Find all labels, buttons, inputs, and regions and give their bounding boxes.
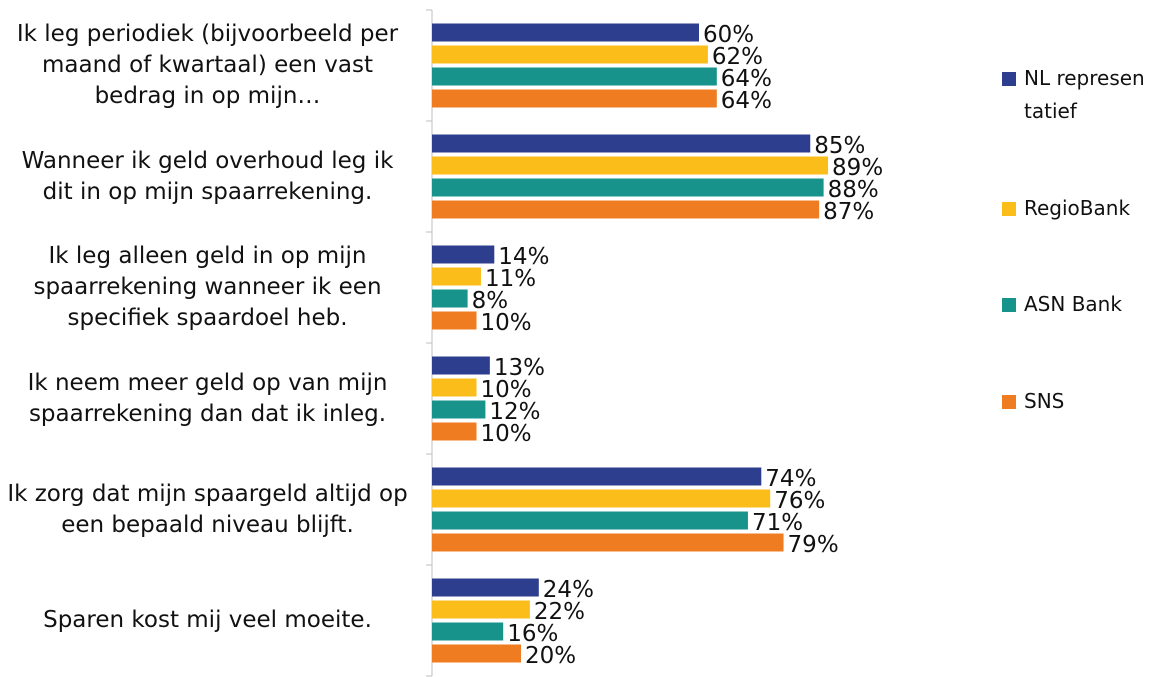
value-label: 12% xyxy=(489,399,540,425)
bar xyxy=(432,289,468,308)
bar xyxy=(432,622,504,641)
category-label: Ik neem meer geld op van mijn spaarreken… xyxy=(27,369,388,427)
bar xyxy=(432,156,829,175)
bar xyxy=(432,89,717,108)
value-label: 13% xyxy=(494,355,545,381)
category-label: Ik leg periodiek (bijvoorbeeld per maand… xyxy=(16,21,399,109)
value-label: 74% xyxy=(765,466,816,492)
value-label: 16% xyxy=(507,621,558,647)
value-label: 62% xyxy=(712,44,763,70)
value-label: 89% xyxy=(832,155,883,181)
bar xyxy=(432,134,811,153)
value-label: 60% xyxy=(703,22,754,48)
legend-item: SNS xyxy=(1002,385,1152,418)
value-label: 64% xyxy=(721,66,772,92)
bar xyxy=(432,45,708,64)
value-label: 22% xyxy=(534,599,585,625)
bar xyxy=(432,245,495,264)
value-label: 10% xyxy=(481,310,532,336)
value-label: 79% xyxy=(788,532,839,558)
category-label: Wanneer ik geld overhoud leg ik dit in o… xyxy=(21,147,394,205)
legend-swatch xyxy=(1002,298,1016,313)
bar xyxy=(432,178,824,197)
legend-swatch xyxy=(1002,201,1016,216)
bar xyxy=(432,533,784,552)
bar xyxy=(432,467,762,486)
legend-label: ASN Bank xyxy=(1024,292,1122,317)
value-label: 76% xyxy=(774,488,825,514)
bar xyxy=(432,511,748,530)
bar xyxy=(432,311,477,330)
category-label: Ik leg alleen geld in op mijn spaarreken… xyxy=(33,243,382,331)
bar xyxy=(432,644,521,663)
legend-swatch xyxy=(1002,71,1016,86)
value-label: 10% xyxy=(481,377,532,403)
bar xyxy=(432,400,486,419)
value-label: 8% xyxy=(472,288,509,314)
value-label: 87% xyxy=(823,199,874,225)
legend-item: RegioBank xyxy=(1002,192,1152,225)
legend-label: RegioBank xyxy=(1024,195,1131,220)
bar xyxy=(432,378,477,397)
legend-label: NL representatief xyxy=(1024,65,1145,123)
category-label: Ik zorg dat mijn spaargeld altijd op een… xyxy=(7,480,408,538)
value-label: 85% xyxy=(814,133,865,159)
value-label: 24% xyxy=(543,577,594,603)
value-label: 14% xyxy=(498,244,549,270)
legend-label: SNS xyxy=(1024,389,1065,414)
legend-swatch xyxy=(1002,395,1016,410)
bar xyxy=(432,23,699,42)
legend: NL representatief RegioBank ASN Bank SNS xyxy=(1002,30,1152,450)
bar xyxy=(432,67,717,86)
value-label: 11% xyxy=(485,266,536,292)
value-label: 20% xyxy=(525,643,576,669)
value-label: 88% xyxy=(828,177,879,203)
bar xyxy=(432,489,771,508)
bar xyxy=(432,267,481,286)
bar xyxy=(432,356,490,375)
bar xyxy=(432,600,530,619)
bar xyxy=(432,578,539,597)
legend-item: NL representatief xyxy=(1002,62,1152,128)
category-label: Sparen kost mij veel moeite. xyxy=(43,607,372,633)
bar xyxy=(432,200,820,219)
value-label: 71% xyxy=(752,510,803,536)
legend-item: ASN Bank xyxy=(1002,288,1152,321)
value-label: 10% xyxy=(481,421,532,447)
bar xyxy=(432,422,477,441)
value-label: 64% xyxy=(721,88,772,114)
